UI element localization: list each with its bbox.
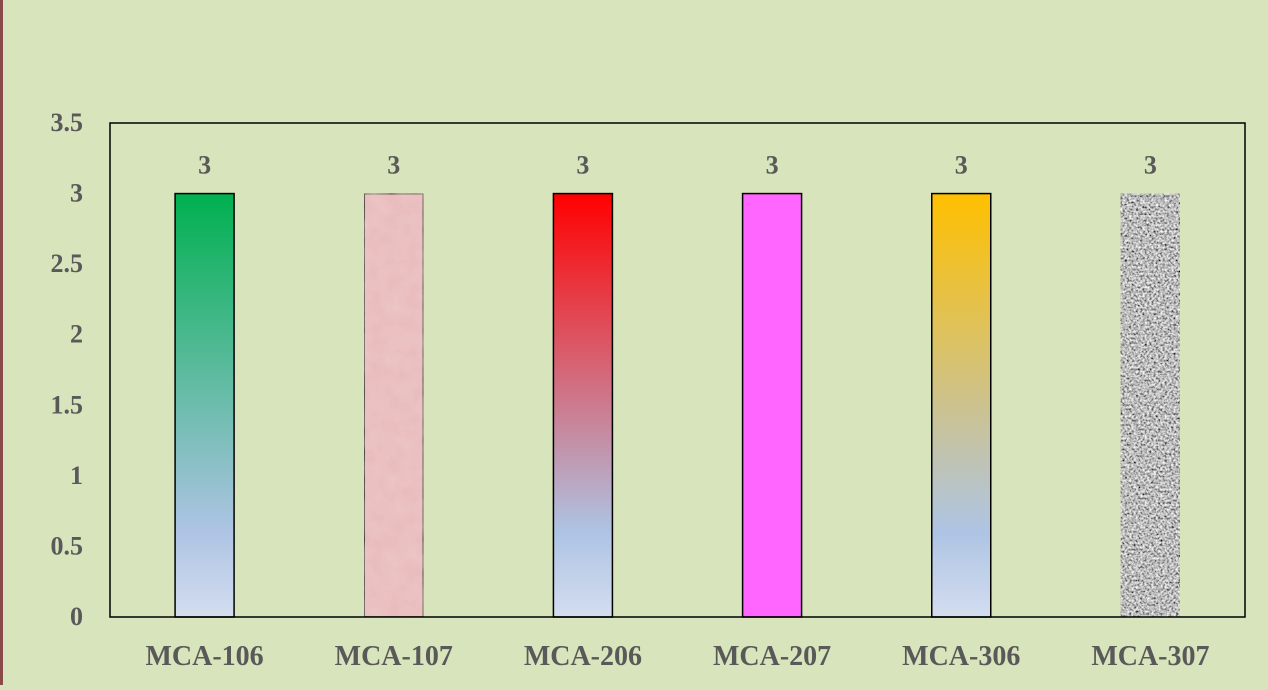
x-tick-label: MCA-307 [1091,641,1209,672]
bar-mca-206 [552,192,614,618]
data-label: 3 [387,151,400,180]
y-tick-label: 1 [70,461,83,490]
x-tick-label: MCA-206 [524,641,642,672]
data-label: 3 [576,151,589,180]
bar-mca-106 [174,192,235,618]
plot-area-border [109,122,1246,618]
bar-mca-306 [931,192,992,618]
y-tick-label: 0 [70,602,83,631]
data-label: 3 [955,151,968,180]
data-label: 3 [198,151,211,180]
data-label: 3 [766,151,779,180]
y-tick-label: 3 [70,179,83,208]
x-tick-label: MCA-106 [145,641,263,672]
y-tick-label: 2 [70,320,83,349]
y-tick-label: 2.5 [51,249,84,278]
data-label: 3 [1144,151,1157,180]
bar-mca-107 [363,192,424,618]
bar-mca-207 [741,192,803,618]
y-tick-label: 0.5 [51,531,84,560]
x-tick-label: MCA-207 [713,641,831,672]
x-tick-label: MCA-107 [335,641,453,672]
x-tick-label: MCA-306 [902,641,1020,672]
bar-chart: 0 0.5 1 1.5 2 2.5 3 3.5 3 3 3 3 3 3 MCA-106 MCA-107 MC… [51,108,1246,672]
y-tick-label: 3.5 [51,108,84,137]
bar-mca-307 [1120,192,1181,618]
y-tick-label: 1.5 [51,390,84,419]
